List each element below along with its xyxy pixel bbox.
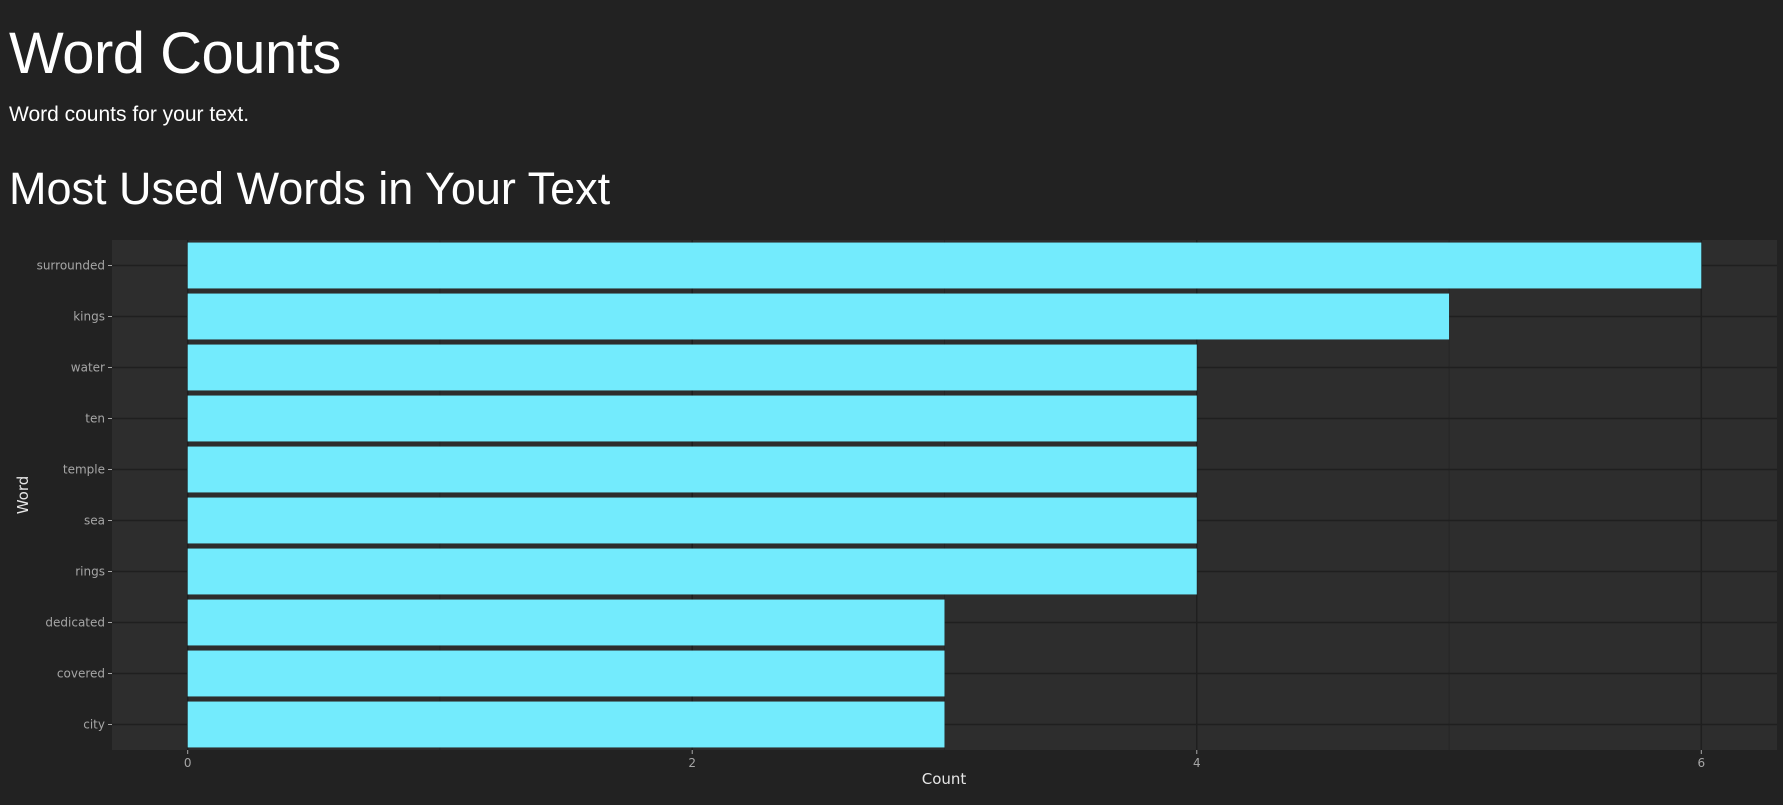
- bar: [187, 650, 945, 697]
- x-tick-label: 4: [1193, 756, 1201, 770]
- y-tick-label: water: [71, 361, 105, 375]
- bars: [187, 242, 1702, 748]
- page-subtitle: Word counts for your text.: [9, 103, 250, 126]
- y-tick-label: kings: [73, 310, 105, 324]
- y-tick-label: city: [83, 718, 105, 732]
- x-tick-label: 0: [184, 756, 192, 770]
- bar: [187, 497, 1197, 544]
- y-tick-label: temple: [63, 463, 105, 477]
- y-axis-title: Word: [14, 476, 32, 515]
- x-axis-title: Count: [922, 770, 967, 788]
- bar: [187, 242, 1702, 289]
- y-tick-label: surrounded: [37, 259, 105, 273]
- bar: [187, 446, 1197, 493]
- bar: [187, 548, 1197, 595]
- x-axis: 0 2 4 6: [184, 750, 1705, 770]
- bar: [187, 701, 945, 748]
- x-tick-label: 2: [688, 756, 696, 770]
- section-title: Most Used Words in Your Text: [9, 163, 611, 214]
- x-tick-label: 6: [1697, 756, 1705, 770]
- y-tick-label: dedicated: [45, 616, 105, 630]
- page-title: Word Counts: [9, 21, 341, 86]
- y-tick-label: ten: [85, 412, 105, 426]
- bar: [187, 293, 1450, 340]
- bar: [187, 599, 945, 646]
- y-axis: surrounded kings water ten temple sea rings ded…: [37, 259, 112, 732]
- bar: [187, 344, 1197, 391]
- y-tick-label: covered: [57, 667, 105, 681]
- bar: [187, 395, 1197, 442]
- y-tick-label: rings: [75, 565, 105, 579]
- y-tick-label: sea: [84, 514, 105, 528]
